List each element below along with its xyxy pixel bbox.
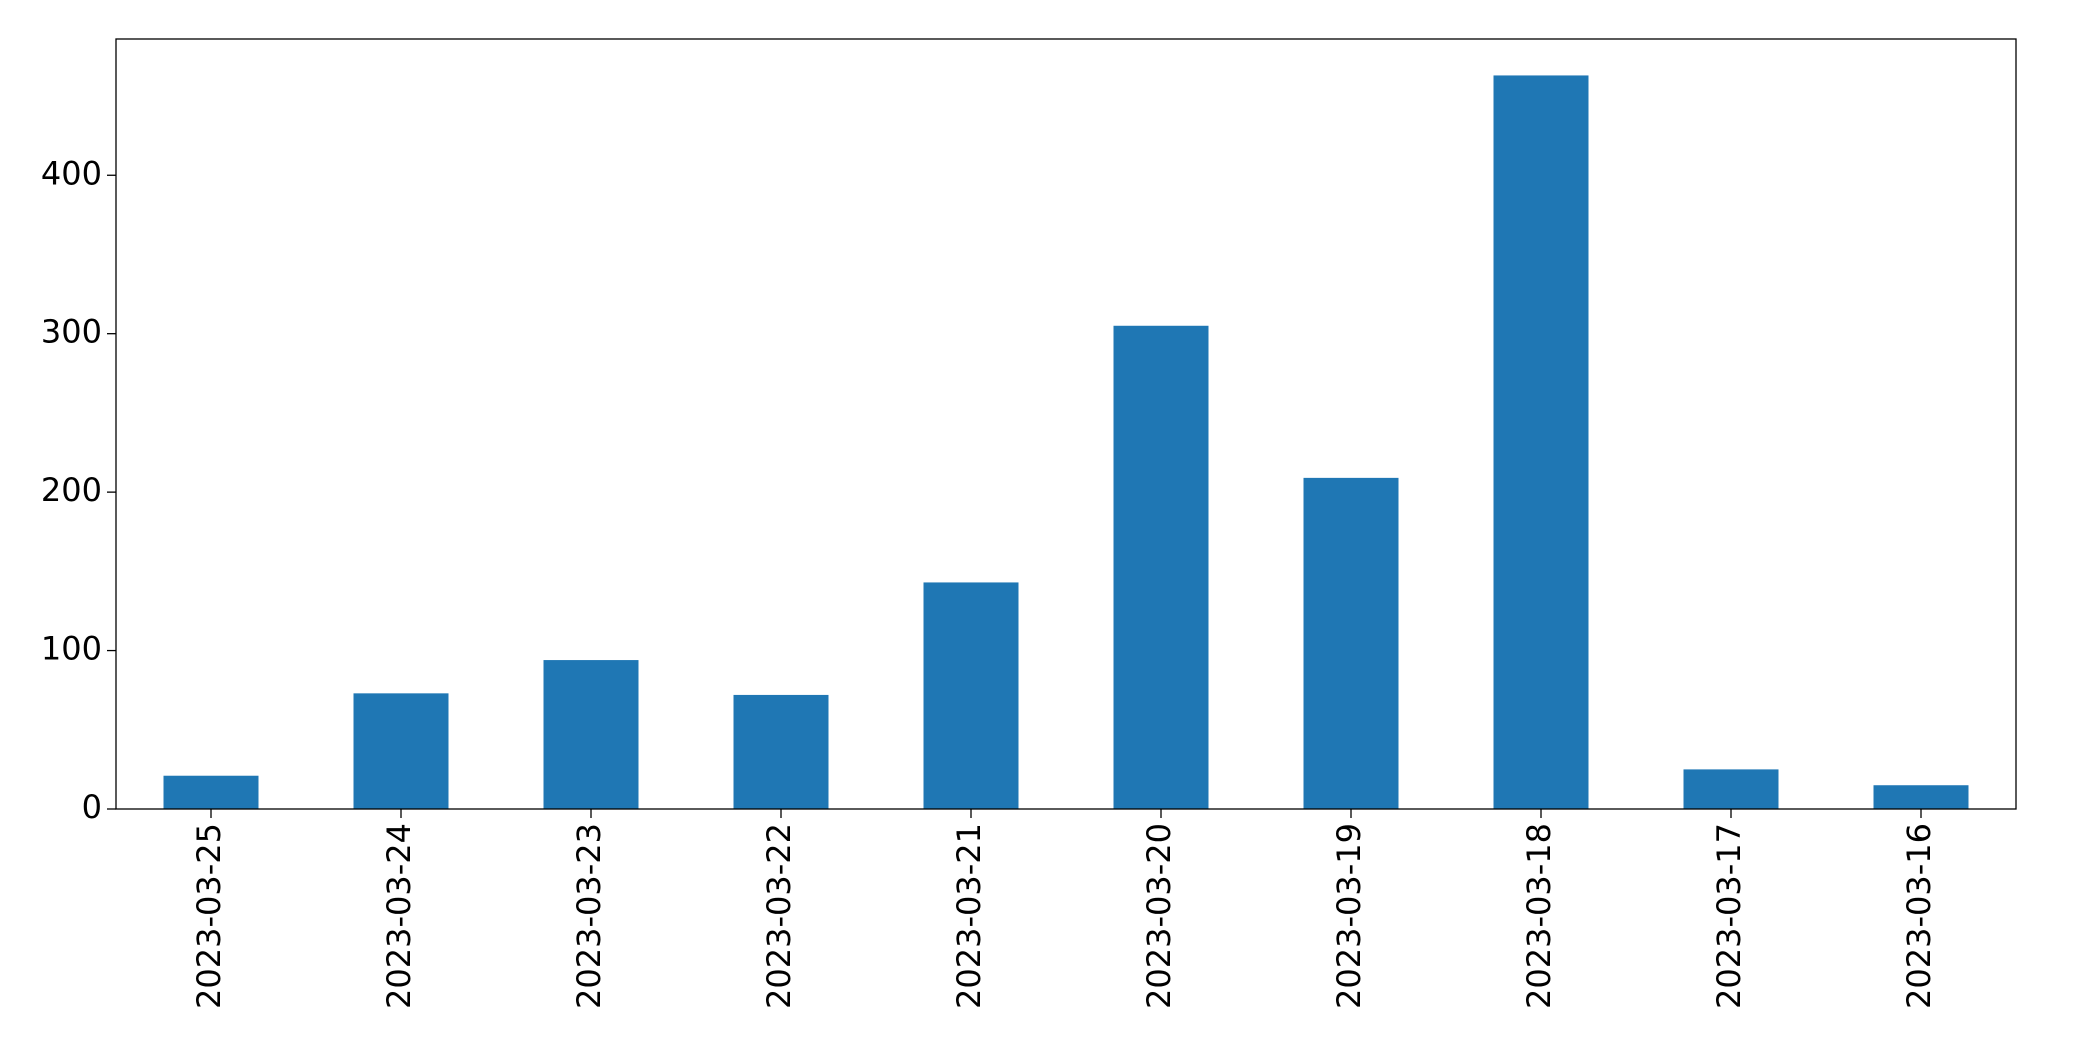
x-tick-label: 2023-03-21 — [950, 823, 988, 1009]
y-tick-label: 100 — [41, 630, 102, 668]
y-tick-label: 0 — [82, 788, 102, 826]
x-tick-label: 2023-03-25 — [190, 823, 228, 1009]
y-tick-label: 200 — [41, 471, 102, 509]
x-tick-label: 2023-03-20 — [1140, 823, 1178, 1009]
x-tick-label: 2023-03-16 — [1900, 823, 1938, 1009]
bar — [1873, 785, 1969, 809]
x-tick-label: 2023-03-22 — [760, 823, 798, 1009]
x-tick-label: 2023-03-23 — [570, 823, 608, 1009]
bar — [733, 694, 829, 809]
axes-frame — [115, 38, 2017, 810]
x-tick-label: 2023-03-17 — [1710, 823, 1748, 1009]
y-tick-label: 400 — [41, 154, 102, 192]
bar — [353, 693, 449, 809]
bar — [923, 582, 1019, 809]
bar — [543, 660, 639, 809]
bar — [163, 775, 259, 809]
bar — [1493, 75, 1589, 810]
bar — [1683, 769, 1779, 809]
x-tick-label: 2023-03-24 — [380, 823, 418, 1009]
bar — [1113, 325, 1209, 809]
bar — [1303, 477, 1399, 809]
x-tick-label: 2023-03-18 — [1520, 823, 1558, 1009]
x-tick-label: 2023-03-19 — [1330, 823, 1368, 1009]
y-tick-label: 300 — [41, 313, 102, 351]
